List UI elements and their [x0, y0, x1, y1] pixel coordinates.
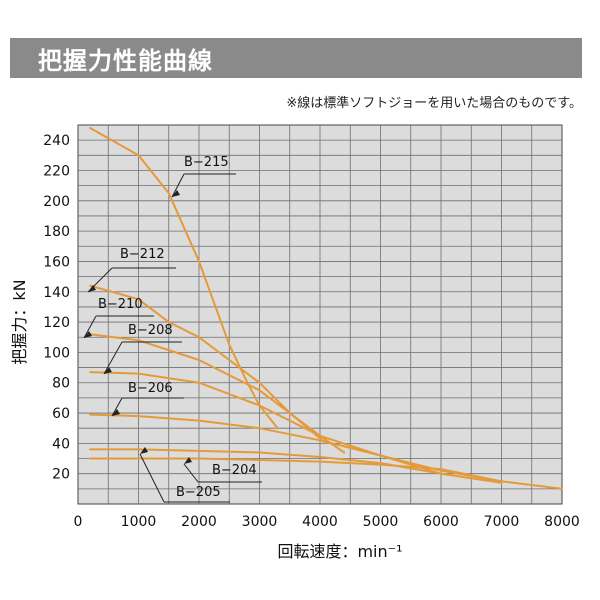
x-tick-label: 5000 — [363, 514, 399, 530]
series-label-arrowhead — [172, 190, 180, 197]
page-title: 把握力性能曲線 — [38, 47, 213, 75]
series-label: B−204 — [212, 463, 257, 478]
series-label-leader — [103, 341, 123, 375]
series-line — [89, 448, 503, 484]
x-tick-label: 3000 — [242, 514, 278, 530]
y-tick-label: 60 — [52, 406, 70, 422]
series-label-leader — [183, 463, 199, 483]
series-label-arrowhead — [112, 409, 120, 416]
x-tick-label: 6000 — [423, 514, 459, 530]
x-tick-label: 7000 — [484, 514, 520, 530]
series-label: B−205 — [176, 485, 221, 500]
series-label-arrowhead — [104, 367, 112, 374]
x-tick-label: 2000 — [181, 514, 217, 530]
y-tick-label: 40 — [52, 436, 70, 452]
series-line — [89, 333, 346, 454]
series-label-arrowhead — [184, 457, 192, 464]
series-line — [89, 457, 563, 490]
x-axis-title: 回転速度：min⁻¹ — [277, 542, 403, 561]
series-label-leader — [171, 173, 185, 198]
title-bar: 把握力性能曲線 — [10, 38, 582, 78]
y-tick-label: 220 — [43, 163, 70, 179]
chart-note: ※線は標準ソフトジョーを用いた場合のものです。 — [286, 96, 582, 111]
y-tick-label: 20 — [52, 467, 70, 483]
series-label: B−210 — [98, 297, 143, 312]
series-label-leader — [83, 315, 97, 339]
y-tick-label: 80 — [52, 376, 70, 392]
y-tick-label: 240 — [43, 133, 70, 149]
y-axis-title: 把握力：kN — [10, 279, 29, 365]
y-tick-label: 100 — [43, 345, 70, 361]
series-label: B−208 — [128, 323, 173, 338]
x-tick-label: 4000 — [302, 514, 338, 530]
series-line — [89, 127, 279, 430]
y-tick-label: 140 — [43, 285, 70, 301]
y-tick-label: 120 — [43, 315, 70, 331]
series-label: B−215 — [184, 155, 229, 170]
y-tick-label: 160 — [43, 254, 70, 270]
series-label: B−212 — [120, 247, 165, 262]
y-tick-label: 200 — [43, 194, 70, 210]
x-tick-label: 0 — [74, 514, 83, 530]
series-label-arrowhead — [140, 447, 148, 454]
y-tick-label: 180 — [43, 224, 70, 240]
x-tick-label: 1000 — [121, 514, 157, 530]
series-label-leader — [111, 397, 123, 417]
series-line — [89, 284, 327, 445]
series-label-arrowhead — [88, 285, 96, 292]
series-label-leader — [139, 453, 165, 503]
series-label-arrowhead — [84, 331, 92, 338]
series-label: B−206 — [128, 381, 173, 396]
x-tick-label: 8000 — [544, 514, 580, 530]
